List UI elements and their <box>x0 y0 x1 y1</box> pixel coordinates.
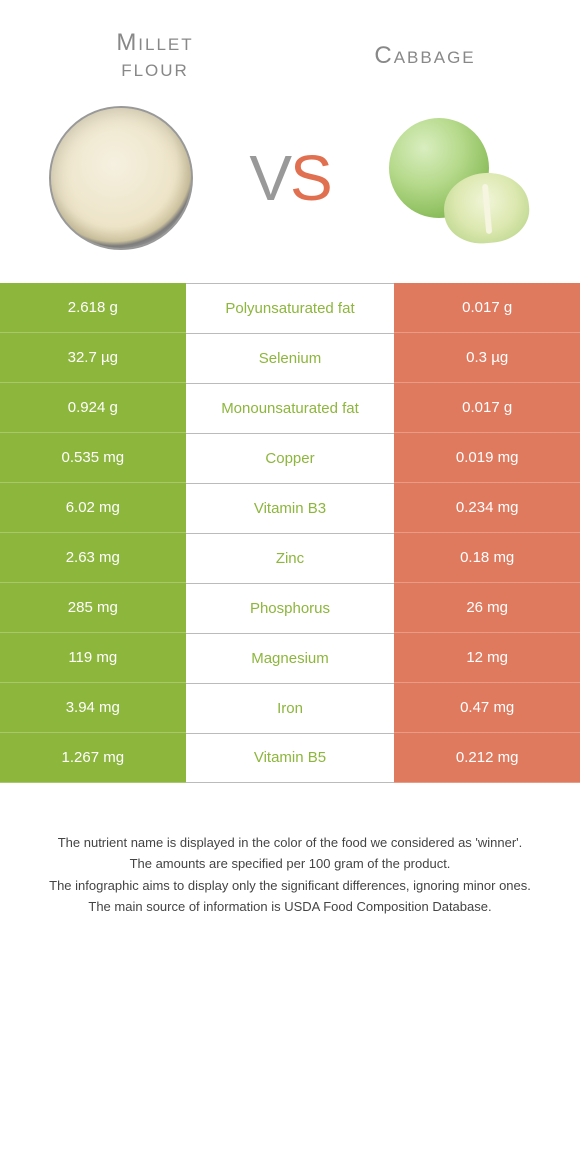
vs-v: V <box>249 141 290 215</box>
table-row: 119 mgMagnesium12 mg <box>0 633 580 683</box>
footer-line: The main source of information is USDA F… <box>40 897 540 917</box>
right-value: 0.212 mg <box>394 733 580 783</box>
nutrient-label: Polyunsaturated fat <box>186 283 395 333</box>
right-value: 0.18 mg <box>394 533 580 583</box>
left-value: 1.267 mg <box>0 733 186 783</box>
right-value: 0.017 g <box>394 383 580 433</box>
vs-row: VS <box>0 93 580 273</box>
right-value: 0.234 mg <box>394 483 580 533</box>
nutrient-label: Vitamin B5 <box>186 733 395 783</box>
table-row: 1.267 mgVitamin B50.212 mg <box>0 733 580 783</box>
footer-line: The infographic aims to display only the… <box>40 876 540 896</box>
right-value: 0.47 mg <box>394 683 580 733</box>
table-row: 0.535 mgCopper0.019 mg <box>0 433 580 483</box>
left-food-image <box>46 103 196 253</box>
left-value: 32.7 µg <box>0 333 186 383</box>
nutrient-label: Copper <box>186 433 395 483</box>
left-value: 285 mg <box>0 583 186 633</box>
footer-notes: The nutrient name is displayed in the co… <box>0 783 580 939</box>
comparison-table: 2.618 gPolyunsaturated fat0.017 g32.7 µg… <box>0 283 580 783</box>
right-value: 26 mg <box>394 583 580 633</box>
left-value: 0.535 mg <box>0 433 186 483</box>
vs-s: S <box>290 141 331 215</box>
right-food-title: Cabbage <box>325 42 525 70</box>
table-row: 0.924 gMonounsaturated fat0.017 g <box>0 383 580 433</box>
footer-line: The nutrient name is displayed in the co… <box>40 833 540 853</box>
table-row: 285 mgPhosphorus26 mg <box>0 583 580 633</box>
right-value: 0.017 g <box>394 283 580 333</box>
header: Milletflour Cabbage <box>0 0 580 93</box>
left-value: 2.63 mg <box>0 533 186 583</box>
nutrient-label: Monounsaturated fat <box>186 383 395 433</box>
nutrient-label: Vitamin B3 <box>186 483 395 533</box>
table-row: 2.63 mgZinc0.18 mg <box>0 533 580 583</box>
left-value: 119 mg <box>0 633 186 683</box>
table-row: 32.7 µgSelenium0.3 µg <box>0 333 580 383</box>
table-row: 2.618 gPolyunsaturated fat0.017 g <box>0 283 580 333</box>
left-value: 0.924 g <box>0 383 186 433</box>
nutrient-label: Magnesium <box>186 633 395 683</box>
right-food-image <box>384 103 534 253</box>
left-value: 6.02 mg <box>0 483 186 533</box>
right-value: 12 mg <box>394 633 580 683</box>
cabbage-icon <box>389 113 529 243</box>
flour-bowl-icon <box>49 106 193 250</box>
left-value: 3.94 mg <box>0 683 186 733</box>
vs-label: VS <box>249 141 330 215</box>
nutrient-label: Iron <box>186 683 395 733</box>
nutrient-label: Phosphorus <box>186 583 395 633</box>
left-food-title: Milletflour <box>55 30 255 83</box>
table-row: 3.94 mgIron0.47 mg <box>0 683 580 733</box>
table-row: 6.02 mgVitamin B30.234 mg <box>0 483 580 533</box>
left-value: 2.618 g <box>0 283 186 333</box>
footer-line: The amounts are specified per 100 gram o… <box>40 854 540 874</box>
nutrient-label: Selenium <box>186 333 395 383</box>
right-value: 0.019 mg <box>394 433 580 483</box>
right-value: 0.3 µg <box>394 333 580 383</box>
nutrient-label: Zinc <box>186 533 395 583</box>
